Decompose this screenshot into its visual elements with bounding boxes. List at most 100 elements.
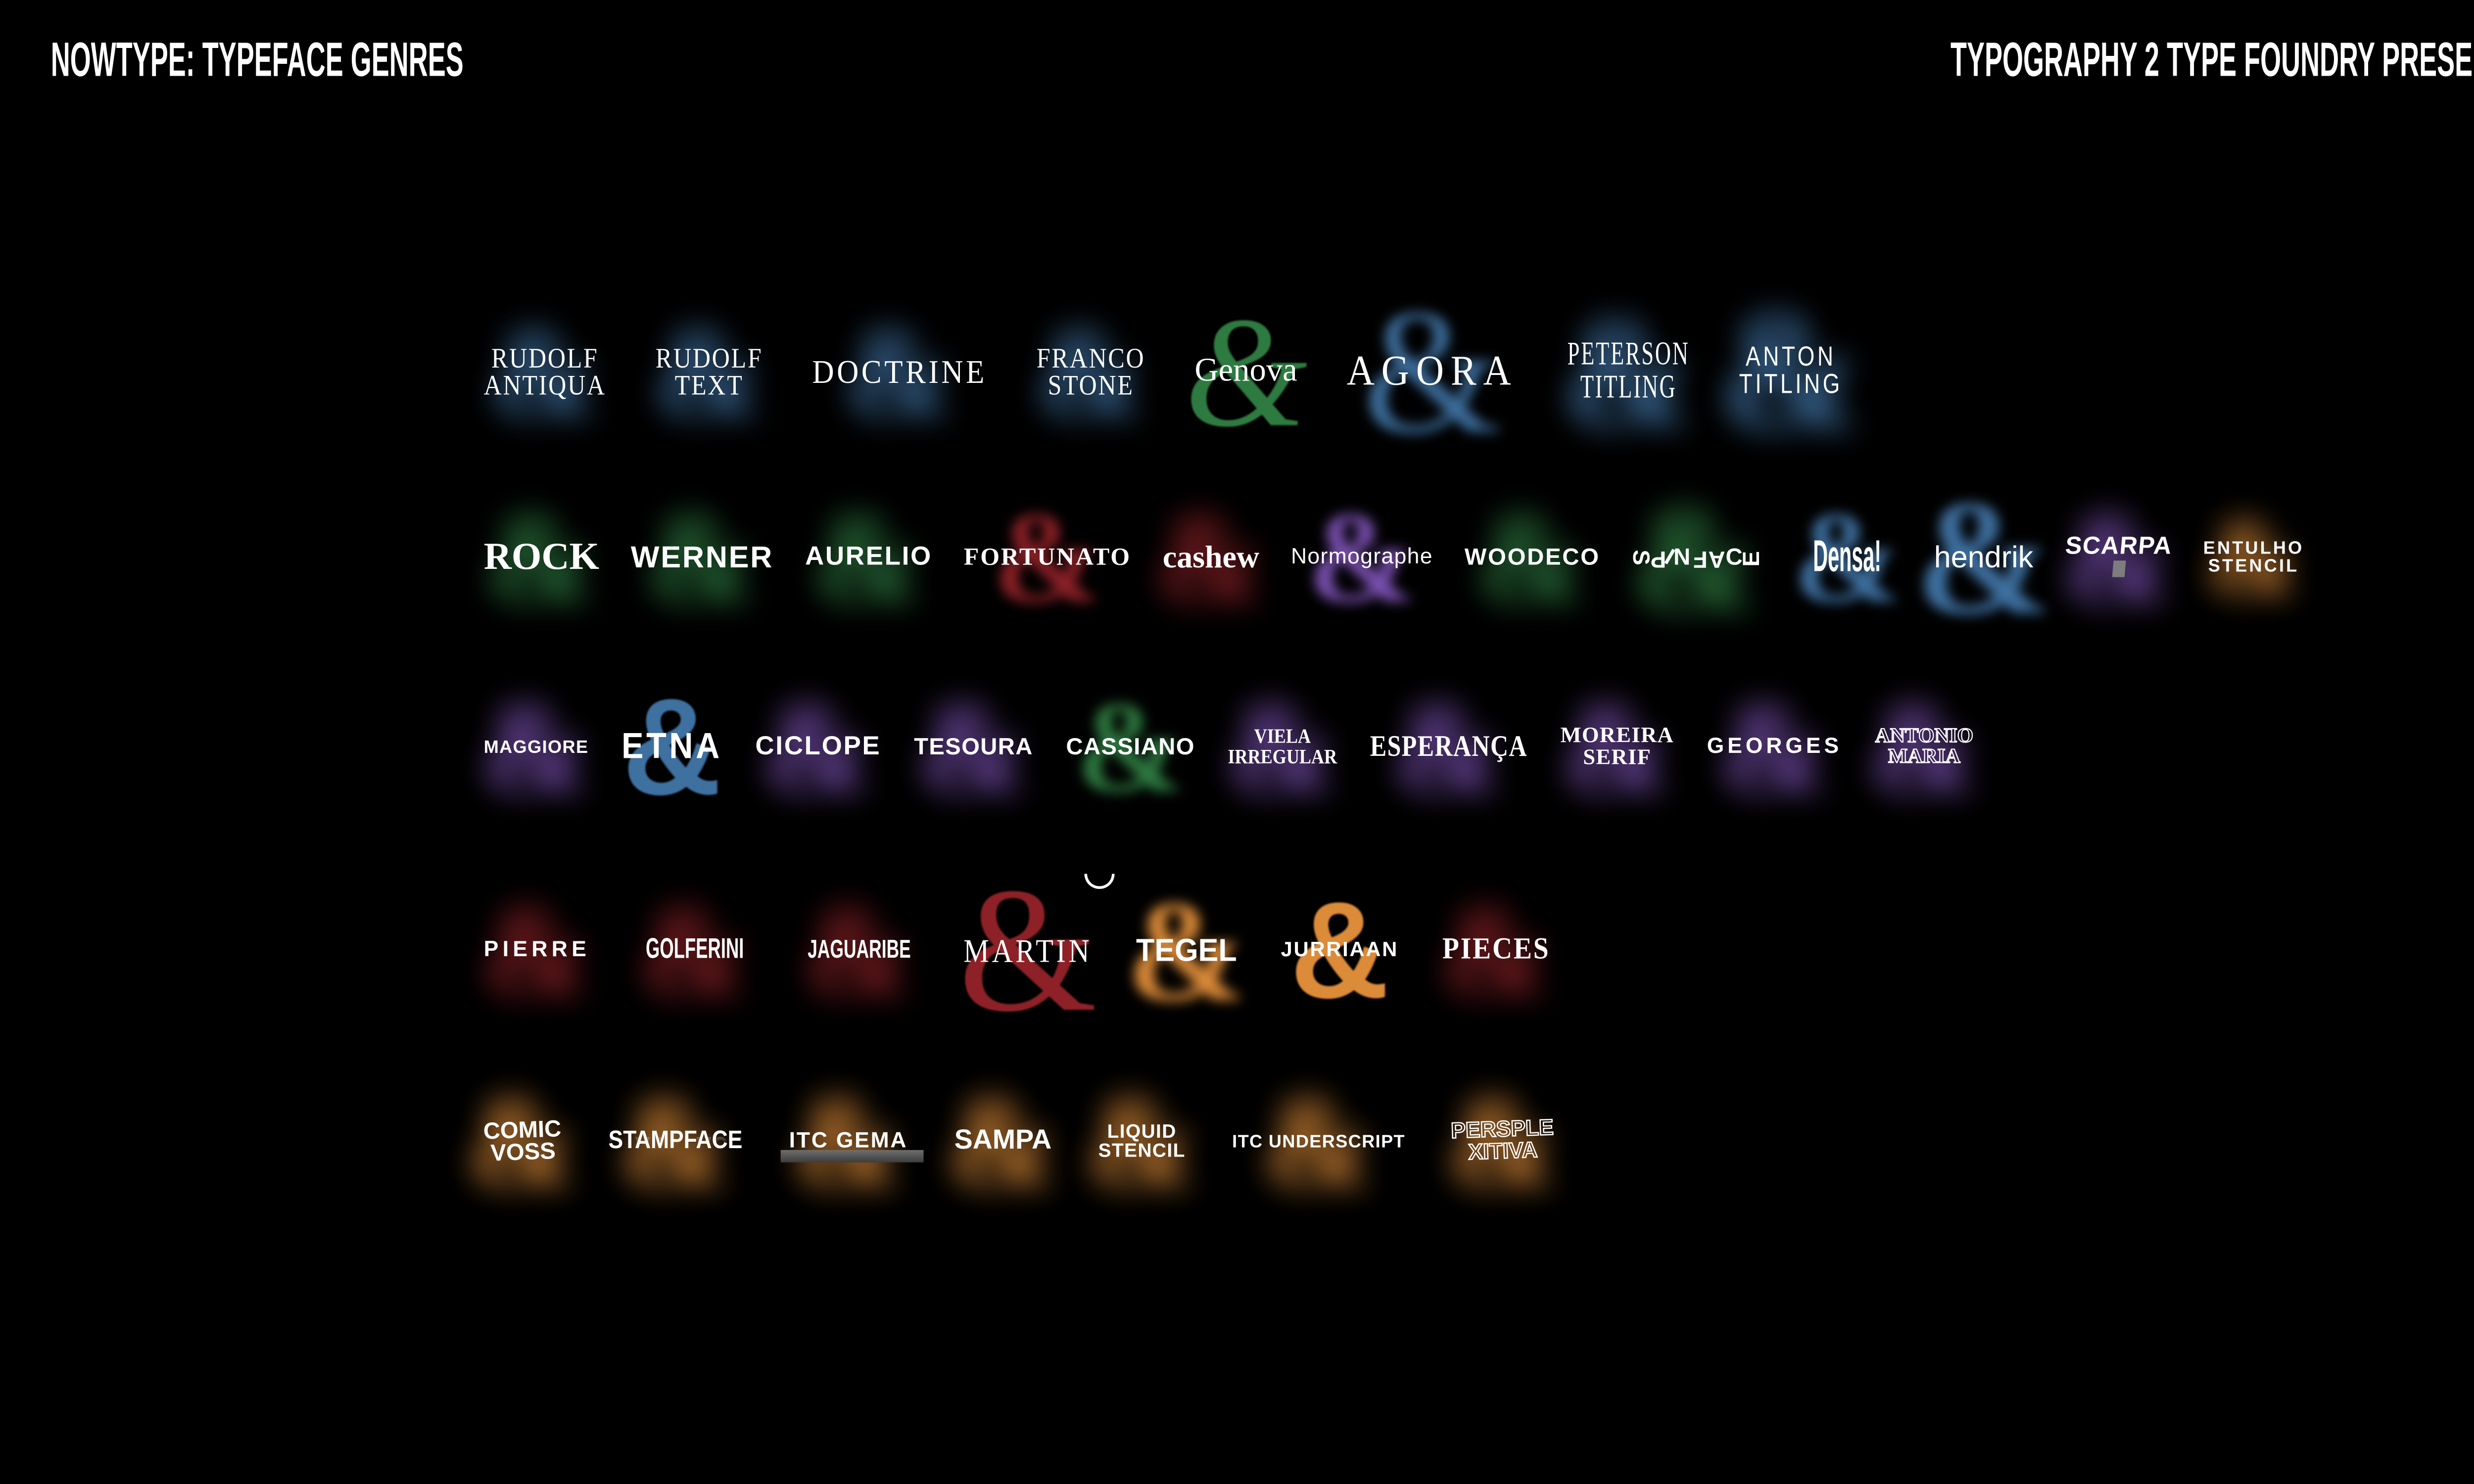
ampersand-glyph: & [804, 877, 913, 1023]
typeface-specimen: & FORTUNATO [964, 462, 1131, 654]
typeface-name: MARTIN [963, 931, 1093, 970]
typeface-specimen: & ANTON TITLING [1719, 276, 1862, 468]
ampersand-glyph: & [958, 852, 1097, 1050]
typeface-specimen: & ANTONIO MARIA [1870, 651, 1979, 844]
ampersand-glyph: & [1633, 474, 1760, 642]
typeface-specimen: & WERNER [631, 462, 773, 654]
ampersand-glyph: & [814, 484, 923, 630]
typeface-specimen: & hendrik [1915, 462, 2052, 654]
ampersand-glyph: & [2208, 497, 2300, 618]
typeface-name: ROCK [483, 536, 600, 579]
specimen-row: & COMIC VOSS & STAMPFACE & ITC GEMA & SAMPA & LIQU… [468, 1046, 1558, 1238]
ampersand-glyph: & [482, 877, 592, 1023]
typeface-specimen: & SPINFACE [1628, 462, 1764, 654]
ampersand-glyph: & [468, 1068, 577, 1214]
ampersand-glyph: & [1307, 484, 1417, 630]
typeface-name: Densa! [1813, 532, 1882, 583]
typeface-name: FORTUNATO [963, 543, 1131, 571]
typeface-specimen: & GOLFERINI [634, 855, 754, 1047]
typeface-name: FRANCO STONE [1036, 341, 1145, 401]
typeface-name: VIELA IRREGULAR [1228, 724, 1337, 768]
typeface-name: hendrik [1934, 540, 2034, 575]
typeface-specimen: & ITC GEMA [781, 1046, 925, 1238]
typeface-specimen: & ITC UNDERSCRIPT [1232, 1046, 1405, 1238]
ampersand-glyph: & [487, 484, 596, 630]
typeface-name: AURELIO [805, 542, 932, 571]
typeface-specimen: & CICLOPE [756, 651, 881, 844]
presentation-label: TYPOGRAPHY 2 TYPE FOUNDRY PRESENTATION [1951, 33, 2474, 87]
typeface-specimen: & FRANCO STONE [1037, 276, 1145, 468]
ampersand-glyph: & [1441, 877, 1551, 1023]
ampersand-glyph: & [481, 674, 591, 820]
typeface-name: SCARPA [2063, 531, 2174, 582]
typeface-specimen: & PERSPLE XITIVA [1449, 1046, 1558, 1238]
typeface-specimen: & COMIC VOSS [468, 1046, 577, 1238]
typeface-specimen: & STAMPFACE [609, 1046, 743, 1238]
typeface-specimen: & AGORA [1347, 276, 1518, 468]
typeface-specimen: & TEGEL [1126, 855, 1246, 1047]
typeface-name: ESPERANÇA [1370, 730, 1527, 763]
typeface-name: RUDOLF TEXT [655, 341, 763, 401]
typeface-name: Genova [1194, 353, 1297, 390]
typeface-name: MAGGIORE [483, 736, 589, 757]
typeface-specimen: & JAGUARIBE [798, 855, 919, 1047]
typeface-name: CASSIANO [1066, 733, 1195, 760]
ampersand-glyph: & [949, 1068, 1057, 1214]
typeface-specimen: & DOCTRINE [812, 276, 987, 468]
typeface-name: DOCTRINE [812, 353, 987, 391]
typeface-specimen: & LIQUID STENCIL [1088, 1046, 1196, 1238]
ampersand-glyph: & [1264, 1068, 1373, 1214]
ampersand-glyph: & [1563, 285, 1695, 460]
ampersand-glyph: & [1156, 484, 1266, 630]
typeface-specimen: & JURRIAAN [1281, 855, 1399, 1047]
slide-title: NOWTYPE: TYPEFACE GENRES [50, 33, 464, 87]
ampersand-glyph: & [1290, 874, 1389, 1028]
typeface-name: GEORGES [1707, 735, 1843, 759]
ampersand-glyph: & [1449, 1068, 1558, 1214]
ampersand-glyph: & [1563, 674, 1672, 820]
typeface-name: AGORA [1346, 349, 1518, 396]
ampersand-glyph: & [993, 484, 1102, 630]
typeface-name: PERSPLE XITIVA [1451, 1116, 1555, 1165]
ampersand-glyph: & [490, 299, 600, 445]
typeface-specimen: & RUDOLF ANTIQUA [484, 276, 606, 468]
typeface-name: SPINFACE [1628, 544, 1764, 572]
typeface-name: ANTON TITLING [1739, 344, 1843, 400]
typeface-name: ITC GEMA [781, 1129, 925, 1161]
typeface-specimen: & Normographe [1291, 462, 1433, 654]
typeface-name: RUDOLF ANTIQUA [483, 341, 606, 401]
typeface-specimen: & ESPERANÇA [1370, 651, 1527, 844]
typeface-name: JAGUARIBE [807, 934, 910, 964]
typeface-specimen: & CASSIANO [1066, 651, 1194, 844]
typeface-name: CICLOPE [755, 732, 881, 761]
typeface-name: JURRIAAN [1281, 938, 1399, 962]
ampersand-glyph: & [1869, 674, 1979, 820]
typeface-name: ETNA [621, 727, 722, 768]
ampersand-glyph: & [1394, 674, 1503, 820]
typeface-name: ANTONIO MARIA [1875, 726, 1974, 768]
typeface-specimen: & ENTULHO STENCIL [2203, 462, 2304, 654]
ampersand-glyph: & [1719, 277, 1862, 466]
ampersand-glyph: & [1184, 285, 1308, 460]
ampersand-glyph: & [1126, 870, 1247, 1031]
typeface-name: WERNER [630, 540, 774, 575]
ampersand-glyph: & [640, 877, 749, 1023]
typeface-specimen: & VIELA IRREGULAR [1228, 651, 1337, 844]
typeface-specimen: & cashew [1157, 462, 1266, 654]
ampersand-glyph: & [1793, 484, 1902, 630]
ampersand-glyph: & [1915, 465, 2052, 649]
ampersand-glyph: & [1228, 674, 1337, 820]
ampersand-glyph: & [655, 299, 764, 445]
ampersand-glyph: & [763, 674, 873, 820]
typeface-specimen: & TESOURA [914, 651, 1033, 844]
ampersand-glyph: & [621, 1068, 730, 1214]
typeface-name: cashew [1162, 540, 1260, 574]
typeface-name: TESOURA [914, 733, 1033, 760]
ampersand-glyph: & [1363, 273, 1502, 471]
ampersand-glyph: & [1076, 674, 1185, 820]
specimen-row: & MAGGIORE & ETNA & CICLOPE & TESOURA & CASSIANO &… [481, 651, 1979, 844]
typeface-name: PETERSON TITLING [1567, 338, 1690, 406]
ampersand-glyph: & [1087, 1068, 1196, 1214]
typeface-specimen: & ROCK [484, 462, 599, 654]
